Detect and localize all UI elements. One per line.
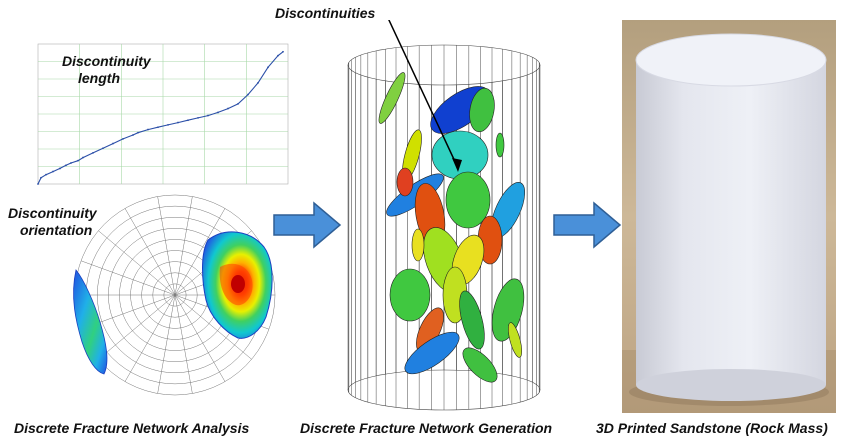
analysis-caption: Discrete Fracture Network Analysis — [14, 420, 250, 436]
polar-spoke — [98, 294, 176, 360]
fracture-discs — [378, 72, 526, 383]
chart-point — [157, 126, 159, 129]
printed-caption: 3D Printed Sandstone (Rock Mass) — [596, 420, 828, 436]
chart-point — [82, 156, 84, 159]
chart-point — [59, 167, 61, 170]
fracture-network-cylinder — [347, 20, 541, 411]
chart-point — [52, 170, 54, 173]
discontinuity-orientation-stereonet — [73, 194, 276, 396]
discontinuity-length-label: Discontinuity length — [62, 53, 151, 87]
orientation-label-line1: Discontinuity — [8, 205, 97, 221]
chart-point — [257, 81, 259, 84]
chart-point — [147, 128, 149, 131]
printed-sandstone-photo — [622, 20, 836, 413]
polar-spoke — [124, 208, 176, 296]
polar-spoke — [124, 294, 176, 382]
chart-point — [40, 176, 42, 179]
chart-point — [282, 50, 284, 53]
chart-point — [112, 142, 114, 145]
flow-arrow-1 — [273, 201, 342, 249]
chart-point — [102, 147, 104, 150]
chart-point — [187, 119, 189, 122]
chart-point — [70, 162, 72, 164]
length-label-line2: length — [78, 70, 120, 86]
chart-point — [267, 66, 269, 69]
chart-point — [197, 116, 199, 119]
polar-spoke — [174, 208, 226, 296]
polar-spoke — [98, 230, 176, 296]
flow-arrow-2 — [553, 201, 622, 249]
discontinuity-orientation-label: Discontinuity orientation — [8, 205, 97, 239]
chart-point — [227, 107, 229, 110]
chart-point — [277, 54, 279, 57]
orientation-secondary-cluster — [73, 269, 108, 375]
chart-point — [45, 173, 47, 176]
polar-spoke — [80, 260, 176, 296]
chart-point — [37, 183, 39, 185]
chart-point — [247, 93, 249, 96]
chart-point — [92, 151, 94, 154]
chart-point — [137, 131, 139, 134]
chart-point — [207, 114, 209, 117]
polar-spoke — [174, 294, 193, 394]
length-series-line — [37, 51, 284, 185]
polar-spoke — [174, 294, 252, 360]
polar-spoke — [174, 196, 193, 296]
chart-point — [132, 134, 134, 136]
generation-caption: Discrete Fracture Network Generation — [300, 420, 553, 436]
chart-point — [217, 111, 219, 114]
chart-point — [77, 159, 79, 162]
chart-point — [177, 121, 179, 124]
discontinuity-length-chart — [37, 43, 289, 185]
chart-point — [122, 137, 124, 140]
polar-spoke — [174, 294, 226, 382]
chart-point — [65, 164, 67, 167]
discontinuities-label: Discontinuities — [275, 5, 376, 21]
polar-spoke — [157, 196, 176, 296]
polar-spoke — [157, 294, 176, 394]
chart-point — [167, 123, 169, 126]
chart-point — [237, 102, 239, 105]
orientation-label-line2: orientation — [20, 222, 93, 238]
length-label-line1: Discontinuity — [62, 53, 151, 69]
